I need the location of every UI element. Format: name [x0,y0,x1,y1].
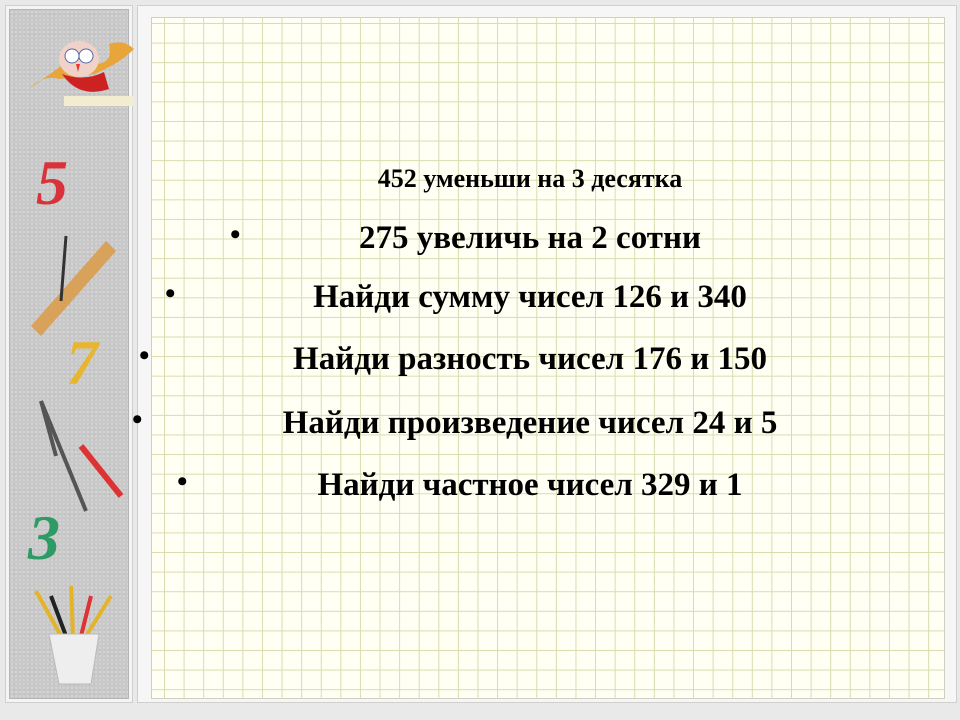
owl-icon [29,41,134,106]
bullet: • [132,403,143,436]
task-line-2: 275 увеличь на 2 сотни [358,220,702,256]
bullet: • [139,339,150,372]
task-line-4: Найди разность чисел 176 и 150 [293,341,767,377]
bullet: • [165,277,176,310]
pencil-cup-icon [34,586,113,685]
digit-seven: 7 [66,327,98,398]
digit-three: 3 [28,502,60,573]
bullet: • [230,218,241,251]
task-line-1: 452 уменьши на 3 десятка [377,164,683,193]
digit-five: 5 [36,147,68,218]
grid-paper [151,17,945,699]
compass-icon [39,400,124,512]
task-line-6: Найди частное чисел 329 и 1 [317,467,743,503]
bullet: • [177,465,188,498]
decorative-sidebar: 5 7 3 [5,5,134,703]
ruler-pencil-icon [31,235,116,336]
task-line-5: Найди произведение чисел 24 и 5 [282,405,778,441]
task-line-3: Найди сумму чисел 126 и 340 [313,279,747,315]
